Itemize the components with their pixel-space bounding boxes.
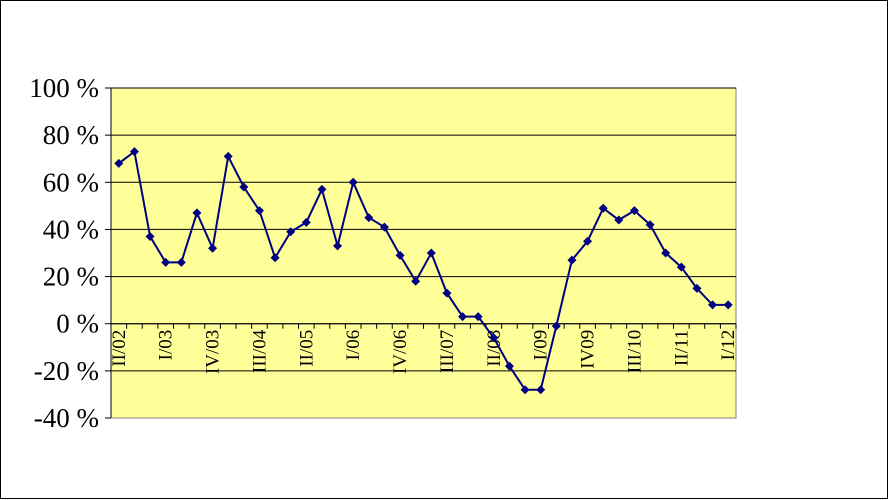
data-point (614, 215, 624, 225)
data-point (192, 208, 202, 218)
data-point (551, 321, 561, 331)
series-line (118, 149, 729, 391)
data-point (567, 255, 577, 265)
data-point (364, 213, 374, 223)
x-tick-label: I/03 (156, 330, 177, 361)
data-point (379, 222, 389, 232)
series-group (114, 147, 733, 395)
data-point (208, 243, 218, 253)
data-point (348, 177, 358, 187)
x-tick-label: I/12 (718, 330, 739, 361)
data-point (520, 385, 530, 395)
x-tick-label: II/05 (296, 330, 317, 367)
y-axis: 100 % 80 % 60 % 40 % 20 % 0 % -20 % -40 % (29, 73, 112, 433)
y-tick-label: 100 % (29, 73, 99, 103)
data-point (629, 206, 639, 216)
data-point (473, 312, 483, 322)
data-point (114, 158, 124, 168)
data-point (129, 147, 139, 157)
data-point (176, 257, 186, 267)
y-tick-label: -20 % (34, 356, 99, 386)
data-point (489, 333, 499, 343)
data-point (411, 276, 421, 286)
x-tick-label: III/10 (624, 330, 645, 373)
data-point (333, 241, 343, 251)
x-axis: II/02 I/03 IV/03 III/04 II/05 I/06 IV/06 III/07… (109, 323, 739, 374)
data-point (426, 248, 436, 258)
y-tick-label: 20 % (43, 262, 99, 292)
data-point (395, 250, 405, 260)
data-point (536, 385, 546, 395)
x-tick-label: IV09 (578, 330, 599, 369)
data-point (161, 257, 171, 267)
x-tick-label: II/08 (484, 330, 505, 367)
data-point (317, 184, 327, 194)
data-point (645, 220, 655, 230)
data-point (676, 262, 686, 272)
x-tick-label: III/04 (249, 329, 270, 373)
data-point (270, 253, 280, 263)
x-tick-label: IV/06 (390, 330, 411, 374)
x-tick-label: III/07 (437, 330, 458, 373)
data-point (598, 203, 608, 213)
data-point (458, 312, 468, 322)
x-tick-label: IV/03 (203, 330, 224, 374)
data-point (301, 217, 311, 227)
data-point (583, 236, 593, 246)
data-point (442, 288, 452, 298)
data-point (723, 300, 733, 310)
x-tick-label: II/02 (109, 330, 130, 367)
y-tick-label: 0 % (56, 309, 99, 339)
data-point (708, 300, 718, 310)
data-point (286, 227, 296, 237)
y-tick-label: -40 % (34, 403, 99, 433)
data-point (223, 151, 233, 161)
data-point (661, 248, 671, 258)
y-tick-label: 40 % (43, 214, 99, 244)
x-tick-label: I/09 (531, 330, 552, 361)
x-tick-label: II/11 (671, 330, 692, 366)
data-point (239, 182, 249, 192)
y-tick-label: 60 % (43, 167, 99, 197)
data-point (254, 206, 264, 216)
plot-area (110, 87, 737, 419)
y-tick-label: 80 % (43, 120, 99, 150)
data-point (504, 361, 514, 371)
x-tick-label: I/06 (343, 330, 364, 361)
data-point (692, 283, 702, 293)
data-point (145, 232, 155, 241)
